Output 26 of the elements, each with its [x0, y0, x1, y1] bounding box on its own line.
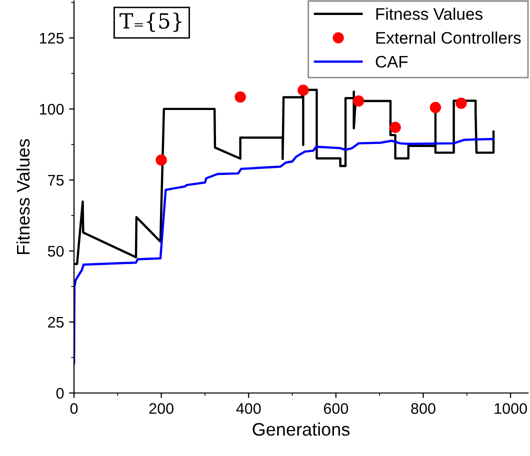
x-tick-label: 800 [411, 403, 436, 414]
x-axis-title: Generations [252, 422, 350, 436]
y-tick-label: 75 [48, 174, 64, 186]
legend-label: CAF [376, 56, 408, 68]
legend-label: Fitness Values [376, 8, 482, 20]
y-tick-label: 100 [40, 104, 64, 115]
point [390, 122, 401, 134]
point [430, 102, 442, 114]
x-tick-label: 600 [324, 403, 348, 414]
x-tick-label: 200 [149, 403, 174, 414]
annotation: T₌{5} [120, 12, 182, 32]
y-tick-label: 50 [48, 246, 64, 257]
y-tick-label: 25 [48, 316, 64, 328]
x-tick-label: 400 [236, 403, 261, 414]
x-tick-label: 1000 [494, 403, 527, 414]
point [156, 154, 167, 166]
x-tick-label: 0 [70, 403, 78, 414]
y-tick-label: 0 [56, 388, 64, 399]
line-series [74, 138, 495, 365]
point [456, 98, 467, 109]
point [298, 84, 309, 96]
legend-label: External Controllers [376, 32, 521, 44]
point [234, 91, 246, 103]
y-axis-title: Fitness Values [16, 139, 30, 254]
y-tick-label: 125 [40, 32, 64, 44]
point [353, 95, 364, 107]
